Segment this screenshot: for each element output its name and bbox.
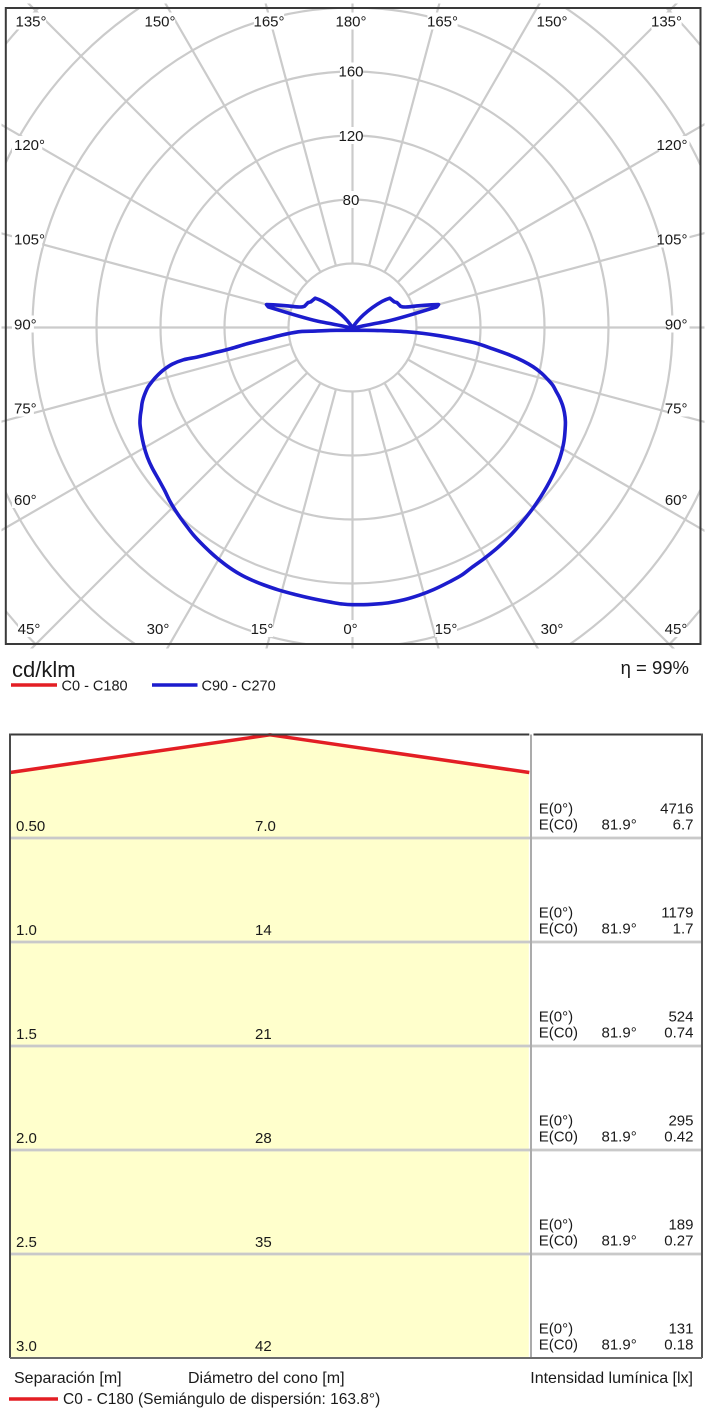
svg-text:E(C0): E(C0)	[539, 921, 578, 938]
svg-text:105°: 105°	[14, 231, 45, 248]
svg-text:0°: 0°	[343, 621, 357, 638]
svg-text:0.74: 0.74	[664, 1025, 693, 1042]
svg-text:E(C0): E(C0)	[539, 1233, 578, 1250]
svg-text:6.7: 6.7	[673, 817, 694, 834]
svg-text:180°: 180°	[335, 13, 366, 30]
svg-text:C90 - C270: C90 - C270	[202, 679, 276, 695]
svg-text:E(C0): E(C0)	[539, 1129, 578, 1146]
svg-text:75°: 75°	[14, 400, 37, 417]
svg-text:E(C0): E(C0)	[539, 817, 578, 834]
svg-text:160: 160	[338, 63, 363, 80]
svg-text:E(0°): E(0°)	[539, 1217, 573, 1234]
svg-text:15°: 15°	[435, 621, 458, 638]
svg-text:105°: 105°	[656, 231, 687, 248]
svg-text:120°: 120°	[14, 137, 45, 154]
svg-text:35: 35	[255, 1234, 272, 1251]
svg-text:E(0°): E(0°)	[539, 801, 573, 818]
svg-text:1.5: 1.5	[16, 1026, 37, 1043]
svg-text:120°: 120°	[656, 137, 687, 154]
svg-text:30°: 30°	[147, 621, 170, 638]
svg-text:E(0°): E(0°)	[539, 1113, 573, 1130]
svg-text:81.9°: 81.9°	[602, 1025, 637, 1042]
svg-text:η = 99%: η = 99%	[621, 657, 689, 678]
svg-text:75°: 75°	[665, 400, 688, 417]
svg-text:131: 131	[668, 1321, 693, 1338]
svg-text:7.0: 7.0	[255, 818, 276, 835]
svg-text:Diámetro del cono [m]: Diámetro del cono [m]	[188, 1370, 345, 1387]
svg-text:0.27: 0.27	[664, 1233, 693, 1250]
svg-text:0.18: 0.18	[664, 1337, 693, 1354]
svg-text:E(0°): E(0°)	[539, 1009, 573, 1026]
svg-text:42: 42	[255, 1338, 272, 1355]
svg-text:80: 80	[343, 192, 360, 209]
svg-text:Intensidad lumínica [lx]: Intensidad lumínica [lx]	[530, 1370, 693, 1387]
svg-text:3.0: 3.0	[16, 1338, 37, 1355]
svg-text:150°: 150°	[536, 13, 567, 30]
svg-text:81.9°: 81.9°	[602, 1129, 637, 1146]
svg-text:165°: 165°	[253, 13, 284, 30]
svg-text:135°: 135°	[651, 13, 682, 30]
svg-text:E(0°): E(0°)	[539, 1321, 573, 1338]
svg-text:E(0°): E(0°)	[539, 905, 573, 922]
svg-text:81.9°: 81.9°	[602, 817, 637, 834]
svg-text:81.9°: 81.9°	[602, 1233, 637, 1250]
svg-text:cd/klm: cd/klm	[12, 657, 76, 682]
svg-text:C0 - C180: C0 - C180	[62, 679, 128, 695]
svg-text:E(C0): E(C0)	[539, 1337, 578, 1354]
svg-text:14: 14	[255, 922, 272, 939]
svg-text:524: 524	[668, 1009, 693, 1026]
svg-text:135°: 135°	[15, 13, 46, 30]
svg-text:150°: 150°	[144, 13, 175, 30]
svg-text:60°: 60°	[14, 492, 37, 509]
svg-text:45°: 45°	[18, 621, 41, 638]
svg-text:4716: 4716	[660, 801, 693, 818]
svg-text:0.50: 0.50	[16, 818, 45, 835]
svg-text:C0 - C180 (Semiángulo de dispe: C0 - C180 (Semiángulo de dispersión: 163…	[63, 1391, 380, 1408]
svg-text:1.0: 1.0	[16, 922, 37, 939]
svg-text:81.9°: 81.9°	[602, 1337, 637, 1354]
svg-text:189: 189	[668, 1217, 693, 1234]
svg-text:0.42: 0.42	[664, 1129, 693, 1146]
svg-text:30°: 30°	[541, 621, 564, 638]
svg-text:E(C0): E(C0)	[539, 1025, 578, 1042]
svg-text:Separación [m]: Separación [m]	[14, 1370, 122, 1387]
svg-text:15°: 15°	[251, 621, 274, 638]
svg-text:90°: 90°	[665, 316, 688, 333]
svg-text:2.5: 2.5	[16, 1234, 37, 1251]
svg-text:90°: 90°	[14, 316, 37, 333]
svg-text:28: 28	[255, 1130, 272, 1147]
svg-text:1.7: 1.7	[673, 921, 694, 938]
svg-text:60°: 60°	[665, 492, 688, 509]
svg-text:295: 295	[668, 1113, 693, 1130]
svg-text:165°: 165°	[427, 13, 458, 30]
svg-text:2.0: 2.0	[16, 1130, 37, 1147]
svg-text:1179: 1179	[661, 905, 693, 922]
svg-text:120: 120	[338, 128, 363, 145]
svg-text:21: 21	[255, 1026, 272, 1043]
svg-text:45°: 45°	[665, 621, 688, 638]
svg-text:81.9°: 81.9°	[602, 921, 637, 938]
